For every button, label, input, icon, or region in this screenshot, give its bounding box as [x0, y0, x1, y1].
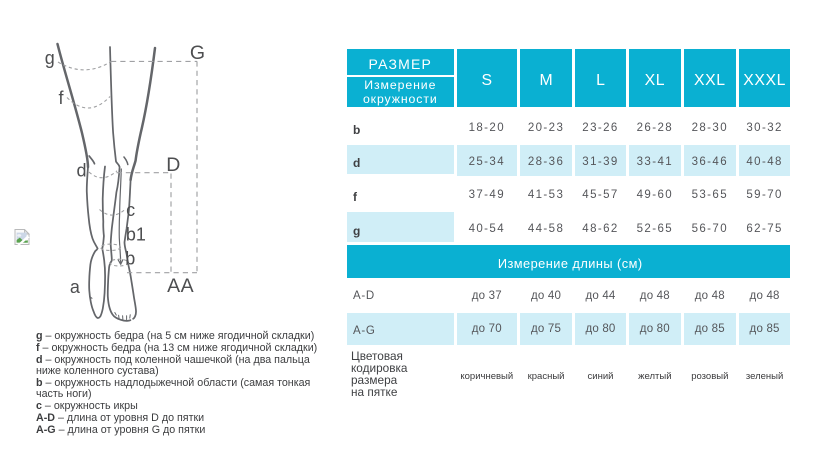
svg-text:g: g	[45, 48, 55, 68]
svg-text:f: f	[58, 88, 64, 108]
svg-text:d: d	[76, 161, 86, 181]
svg-text:b1: b1	[126, 224, 146, 244]
svg-text:c: c	[126, 200, 135, 220]
svg-text:G: G	[190, 42, 205, 64]
svg-text:AA: AA	[167, 275, 194, 297]
svg-text:b: b	[125, 249, 135, 269]
svg-text:D: D	[166, 154, 180, 176]
svg-text:a: a	[70, 277, 81, 297]
